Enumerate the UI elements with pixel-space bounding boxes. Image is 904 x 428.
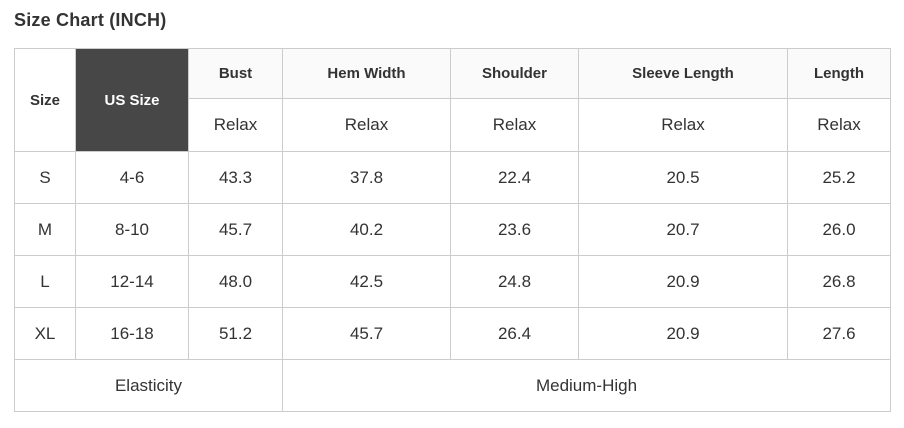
fit-cell-sleeve-length: Relax [578, 98, 788, 152]
us-size-value: 8-10 [75, 203, 189, 256]
sleeve-length-value: 20.7 [578, 203, 788, 256]
hem-width-value: 42.5 [282, 255, 451, 308]
length-value: 27.6 [787, 307, 891, 360]
column-header-bust: Bust [188, 48, 283, 99]
column-header-length: Length [787, 48, 891, 99]
shoulder-value: 24.8 [450, 255, 579, 308]
us-size-value: 12-14 [75, 255, 189, 308]
table-row-l: L 12-14 48.0 42.5 24.8 20.9 26.8 [14, 255, 891, 308]
page-title: Size Chart (INCH) [14, 10, 167, 30]
fit-cell-length: Relax [787, 98, 891, 152]
size-label: S [14, 151, 76, 204]
hem-width-value: 40.2 [282, 203, 451, 256]
hem-width-value: 37.8 [282, 151, 451, 204]
table-row-s: S 4-6 43.3 37.8 22.4 20.5 25.2 [14, 151, 891, 204]
fit-cell-shoulder: Relax [450, 98, 579, 152]
size-label: L [14, 255, 76, 308]
bust-value: 48.0 [188, 255, 283, 308]
shoulder-value: 23.6 [450, 203, 579, 256]
elasticity-label: Elasticity [14, 359, 283, 412]
header-row: Size US Size Bust Hem Width Shoulder Sle… [14, 48, 891, 152]
size-chart-table: Size US Size Bust Hem Width Shoulder Sle… [14, 48, 891, 412]
column-header-size: Size [14, 48, 76, 152]
sleeve-length-value: 20.9 [578, 307, 788, 360]
us-size-value: 4-6 [75, 151, 189, 204]
bust-value: 51.2 [188, 307, 283, 360]
elasticity-row: Elasticity Medium-High [14, 359, 891, 412]
shoulder-value: 22.4 [450, 151, 579, 204]
size-label: XL [14, 307, 76, 360]
column-header-hem-width: Hem Width [282, 48, 451, 99]
fit-cell-bust: Relax [188, 98, 283, 152]
us-size-value: 16-18 [75, 307, 189, 360]
column-header-shoulder: Shoulder [450, 48, 579, 99]
column-header-us-size: US Size [75, 48, 189, 152]
fit-type-row: Relax Relax Relax Relax Relax [15, 98, 891, 152]
size-label: M [14, 203, 76, 256]
length-value: 26.0 [787, 203, 891, 256]
length-value: 25.2 [787, 151, 891, 204]
bust-value: 45.7 [188, 203, 283, 256]
hem-width-value: 45.7 [282, 307, 451, 360]
shoulder-value: 26.4 [450, 307, 579, 360]
table-row-m: M 8-10 45.7 40.2 23.6 20.7 26.0 [14, 203, 891, 256]
bust-value: 43.3 [188, 151, 283, 204]
sleeve-length-value: 20.9 [578, 255, 788, 308]
table-row-xl: XL 16-18 51.2 45.7 26.4 20.9 27.6 [14, 307, 891, 360]
length-value: 26.8 [787, 255, 891, 308]
column-header-sleeve-length: Sleeve Length [578, 48, 788, 99]
sleeve-length-value: 20.5 [578, 151, 788, 204]
elasticity-value: Medium-High [282, 359, 891, 412]
fit-cell-hem-width: Relax [282, 98, 451, 152]
